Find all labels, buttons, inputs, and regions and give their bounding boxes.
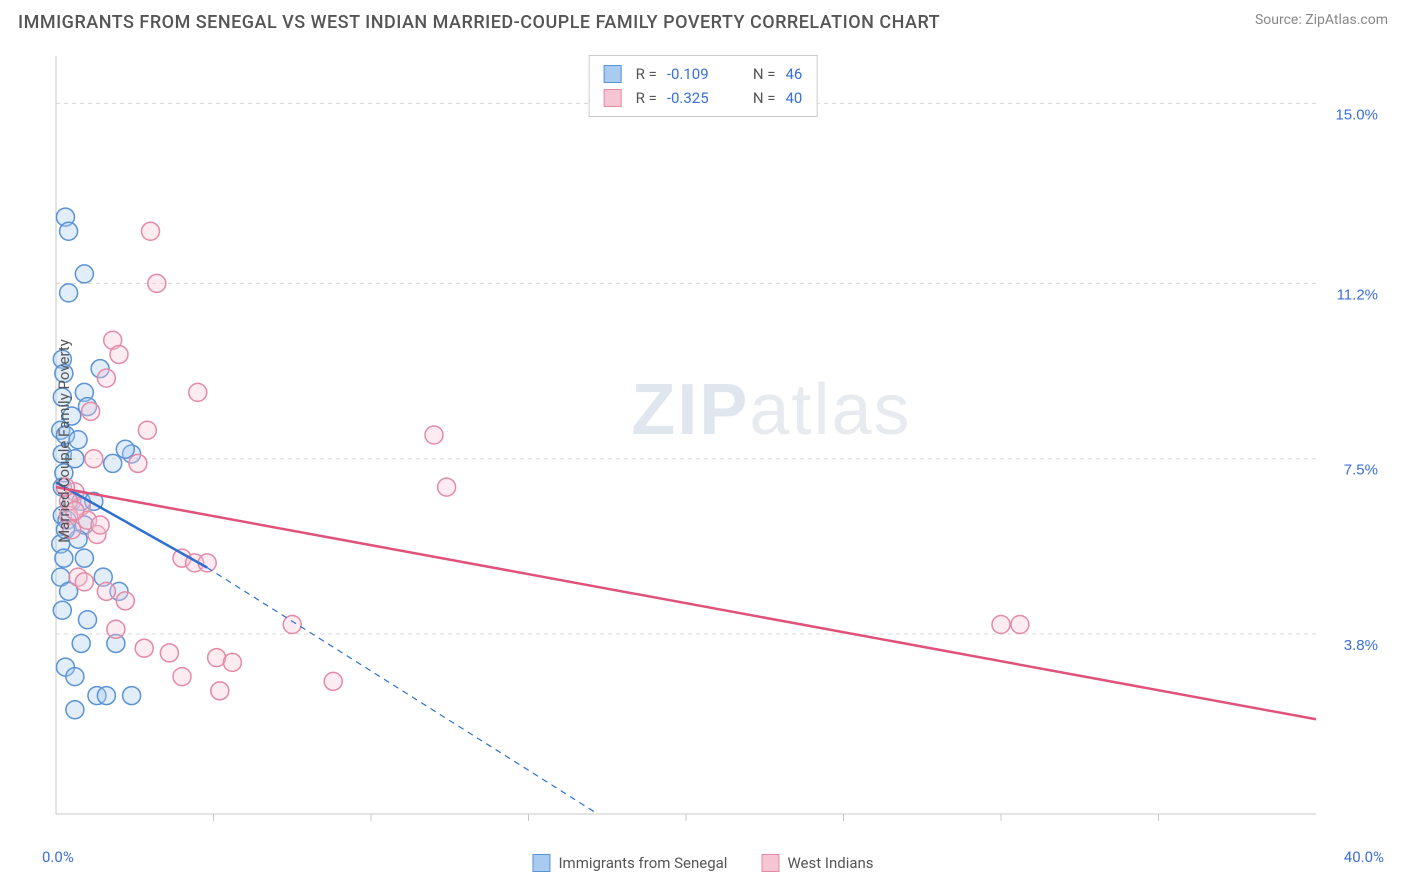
series-legend: Immigrants from Senegal West Indians [532,854,873,872]
chart-title: IMMIGRANTS FROM SENEGAL VS WEST INDIAN M… [18,12,940,33]
stats-row-westindian: R = -0.325 N = 40 [604,86,803,110]
swatch-senegal [604,65,622,83]
n-value-senegal: 46 [785,62,802,86]
n-label: N = [753,86,776,110]
y-axis-label: Married-Couple Family Poverty [55,339,73,543]
svg-text:11.2%: 11.2% [1337,286,1378,303]
stats-legend: R = -0.109 N = 46 R = -0.325 N = 40 [589,55,818,117]
svg-text:7.5%: 7.5% [1344,462,1378,479]
legend-swatch-westindian [761,854,779,872]
chart-source: Source: ZipAtlas.com [1255,12,1388,28]
x-min-label: 0.0% [42,848,74,866]
legend-item-senegal: Immigrants from Senegal [532,854,727,872]
chart-area: Married-Couple Family Poverty ZIPatlas 3… [50,50,1386,832]
swatch-westindian [604,89,622,107]
legend-item-westindian: West Indians [761,854,873,872]
chart-header: IMMIGRANTS FROM SENEGAL VS WEST INDIAN M… [0,0,1406,39]
r-value-senegal: -0.109 [667,62,731,86]
svg-text:15.0%: 15.0% [1335,106,1378,123]
r-value-westindian: -0.325 [667,86,731,110]
legend-swatch-senegal [532,854,550,872]
r-label: R = [636,62,657,86]
scatter-chart: 3.8% 7.5% 11.2% 15.0% [50,50,1386,832]
legend-label-westindian: West Indians [787,854,873,872]
svg-text:3.8%: 3.8% [1344,637,1378,654]
x-max-label: 40.0% [1344,848,1384,866]
stats-row-senegal: R = -0.109 N = 46 [604,62,803,86]
source-value: ZipAtlas.com [1305,12,1388,28]
source-label: Source: [1255,12,1305,28]
n-value-westindian: 40 [785,86,802,110]
n-label: N = [753,62,776,86]
r-label: R = [636,86,657,110]
legend-label-senegal: Immigrants from Senegal [558,854,727,872]
